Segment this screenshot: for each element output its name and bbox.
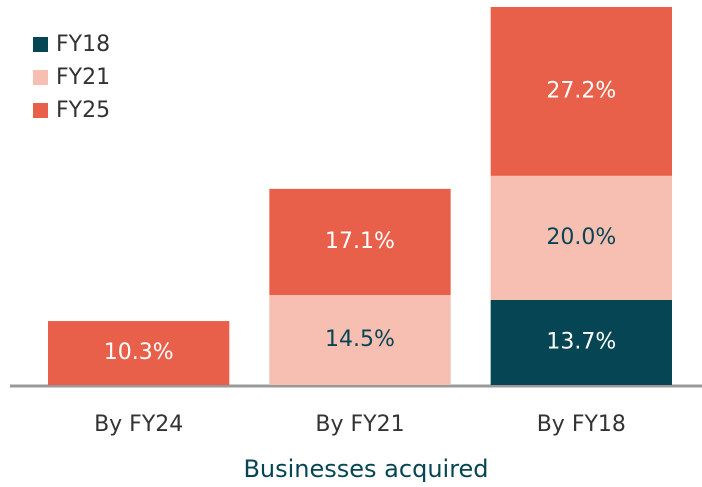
x-tick-label: By FY18: [537, 412, 626, 437]
legend-swatch: [33, 37, 48, 52]
legend-label: FY21: [56, 65, 110, 90]
x-tick-label: By FY24: [94, 412, 183, 437]
legend-swatch: [33, 70, 48, 85]
data-label: 10.3%: [104, 340, 174, 365]
data-label: 13.7%: [546, 329, 616, 354]
bar-segment: [490, 299, 672, 385]
legend-label: FY18: [56, 32, 110, 57]
legend-swatch: [33, 103, 48, 118]
data-label: 27.2%: [546, 78, 616, 103]
bar-segment: [48, 321, 230, 385]
x-axis-title: Businesses acquired: [243, 455, 488, 483]
data-label: 17.1%: [325, 229, 395, 254]
bar-segment: [490, 175, 672, 300]
bar-segment: [269, 188, 451, 295]
data-label: 20.0%: [546, 225, 616, 250]
legend-label: FY25: [56, 98, 110, 123]
bar-segment: [490, 7, 672, 176]
x-tick-label: By FY21: [315, 412, 404, 437]
bar-segment: [269, 295, 451, 385]
data-label: 14.5%: [325, 327, 395, 352]
